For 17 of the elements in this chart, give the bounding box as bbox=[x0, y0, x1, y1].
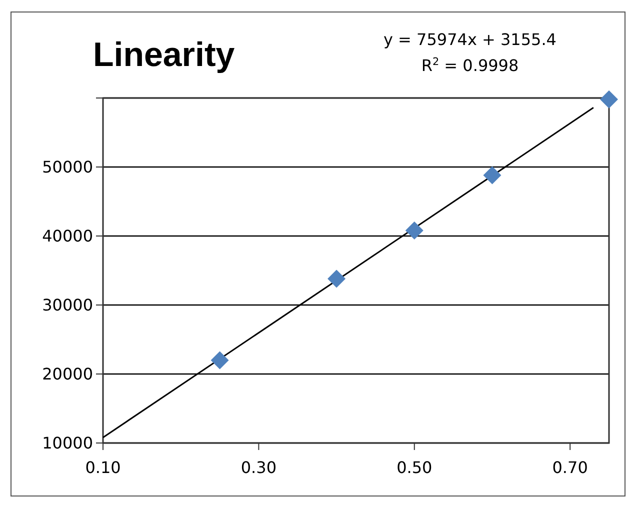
point bbox=[600, 90, 618, 108]
text: y = 75974x + 3155.4 bbox=[384, 30, 556, 49]
point bbox=[483, 166, 502, 184]
point bbox=[405, 221, 424, 240]
point bbox=[210, 351, 229, 370]
text: R$^{2}$ = 0.9998 bbox=[421, 56, 519, 75]
chart-title: Linearity bbox=[93, 36, 235, 74]
x-tick-label: 0.10 bbox=[85, 458, 121, 477]
point bbox=[328, 270, 346, 288]
y-tick-label: 20000 bbox=[42, 364, 93, 384]
y-tick-label: 50000 bbox=[42, 158, 93, 177]
x-tick-label: 0.50 bbox=[396, 458, 432, 477]
y-tick-label: 40000 bbox=[42, 226, 93, 246]
x-tick-label: 0.70 bbox=[552, 458, 588, 477]
y-tick-label: 10000 bbox=[42, 434, 93, 453]
x-tick-label: 0.30 bbox=[240, 458, 277, 477]
y-tick-label: 30000 bbox=[42, 296, 93, 315]
